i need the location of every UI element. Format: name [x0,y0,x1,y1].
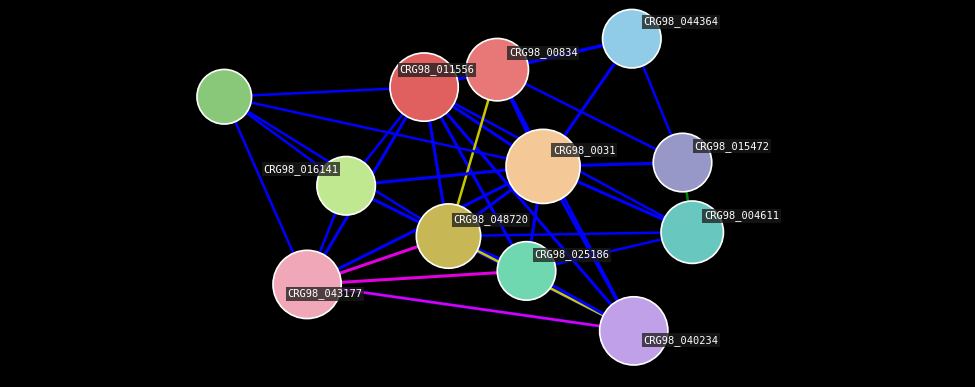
Ellipse shape [497,241,556,300]
Text: CRG98_004611: CRG98_004611 [704,211,779,221]
Text: CRG98_015472: CRG98_015472 [694,141,769,152]
Ellipse shape [661,201,723,264]
Text: CRG98_044364: CRG98_044364 [644,16,719,27]
Ellipse shape [317,156,375,215]
Text: CRG98_016141: CRG98_016141 [263,164,338,175]
Ellipse shape [197,69,252,124]
Text: CRG98_048720: CRG98_048720 [453,214,528,225]
Text: CRG98_040234: CRG98_040234 [644,335,719,346]
Ellipse shape [506,129,580,204]
Text: CRG98_025186: CRG98_025186 [534,249,609,260]
Text: CRG98_00834: CRG98_00834 [509,47,578,58]
Ellipse shape [416,204,481,268]
Ellipse shape [273,250,341,319]
Text: CRG98_011556: CRG98_011556 [400,65,475,75]
Ellipse shape [466,38,528,101]
Ellipse shape [653,133,712,192]
Ellipse shape [390,53,458,121]
Ellipse shape [603,9,661,68]
Text: CRG98_0031: CRG98_0031 [553,145,615,156]
Ellipse shape [600,297,668,365]
Text: CRG98_043177: CRG98_043177 [288,288,363,299]
